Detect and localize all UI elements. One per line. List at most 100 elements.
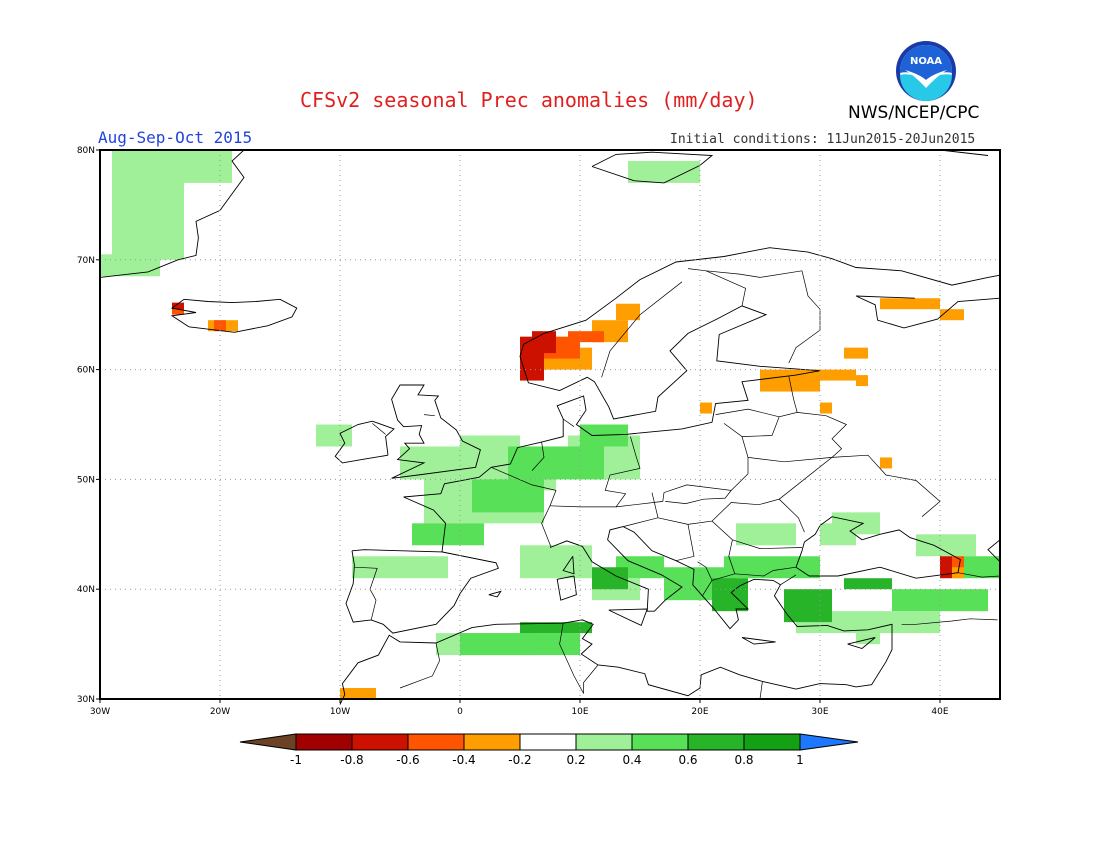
anomaly-cell (592, 567, 628, 590)
anomaly-cell (412, 523, 484, 546)
anomaly-cell (508, 446, 604, 480)
anomaly-cell (712, 578, 748, 612)
country-border (741, 376, 798, 437)
anomaly-cell (100, 254, 160, 277)
colorbar-box (519, 733, 577, 751)
lat-tick-label: 80N (77, 146, 95, 156)
anomaly-cell (916, 534, 976, 557)
map-title: CFSv2 seasonal Prec anomalies (mm/day) (300, 88, 758, 112)
coastline (562, 556, 575, 575)
anomaly-cell (940, 556, 952, 579)
anomaly-cells (100, 150, 1000, 699)
country-border (723, 423, 749, 491)
lon-tick-label: 10W (330, 707, 350, 717)
colorbar-label: 1 (796, 753, 804, 767)
anomaly-cell (616, 303, 640, 321)
country-border (675, 524, 695, 562)
anomaly-cell (952, 556, 964, 568)
lon-tick-label: 30W (90, 707, 110, 717)
country-border (778, 454, 941, 517)
anomaly-cell (880, 457, 892, 469)
coastline (339, 619, 797, 705)
coastline (391, 384, 481, 479)
country-border (491, 466, 557, 548)
country-border (562, 418, 575, 427)
colorbar: -1 -0.8 -0.6 -0.4 -0.2 0.2 0.4 0.6 0.8 1 (239, 733, 859, 767)
axis-ticks: 30W 20W 10W 0 10E 20E 30E 40E 30N 40N 50N 60N 70N 80N (77, 146, 949, 717)
country-border (399, 642, 440, 689)
lat-tick-label: 70N (77, 256, 95, 266)
country-border (601, 281, 683, 378)
anomaly-cell (856, 375, 868, 387)
colorbar-label: -0.8 (340, 753, 363, 767)
colorbar-box (631, 733, 689, 751)
coastline (987, 539, 1001, 563)
anomaly-cell (352, 556, 448, 579)
colorbar-box (351, 733, 409, 751)
country-border (705, 270, 746, 306)
country-border (697, 561, 713, 581)
anomaly-cell (856, 633, 880, 645)
country-border (759, 681, 763, 700)
coastline (556, 575, 577, 601)
country-border (531, 442, 545, 471)
coastline (741, 637, 776, 645)
country-border (780, 574, 797, 586)
anomaly-cell (844, 578, 892, 590)
anomaly-cell (784, 589, 832, 623)
colorbar-left-arrow (239, 733, 297, 751)
anomaly-cell (472, 479, 544, 513)
lon-tick-label: 10E (571, 707, 588, 717)
colorbar-box (407, 733, 465, 751)
anomaly-cell (340, 688, 376, 699)
country-border (732, 539, 803, 549)
lon-tick-label: 20E (691, 707, 708, 717)
coastline (170, 298, 298, 333)
coastline (334, 420, 395, 464)
colorbar-label: -0.4 (452, 753, 475, 767)
lat-tick-label: 50N (77, 475, 95, 485)
country-border (715, 408, 780, 418)
anomaly-cell (568, 331, 604, 343)
colorbar-box (463, 733, 521, 751)
anomaly-cell (736, 523, 796, 546)
colorbar-box (687, 733, 745, 751)
country-border (702, 520, 736, 596)
colorbar-label: 0.8 (734, 753, 753, 767)
anomaly-cell (700, 402, 712, 414)
anomaly-cell (460, 633, 580, 656)
country-border (734, 566, 797, 577)
lon-tick-label: 20W (210, 707, 230, 717)
country-border (583, 664, 599, 694)
coastline (99, 149, 245, 278)
country-border (559, 623, 584, 694)
colorbar-box (575, 733, 633, 751)
colorbar-label: 0.2 (566, 753, 585, 767)
lat-lon-grid (100, 150, 1000, 699)
noaa-logo-text: NOAA (910, 56, 942, 67)
country-border (549, 436, 641, 508)
anomaly-cell (940, 309, 964, 321)
coastline (608, 608, 648, 627)
colorbar-label: 0.4 (622, 753, 641, 767)
lon-tick-label: 40E (931, 707, 948, 717)
coastline (549, 526, 683, 612)
country-border (687, 268, 803, 278)
country-border (901, 618, 998, 625)
anomaly-cell (520, 545, 592, 579)
anomaly-cell (844, 347, 868, 359)
initial-conditions-label: Initial conditions: 11Jun2015-20Jun2015 (670, 132, 976, 147)
lon-tick-label: 0 (457, 707, 463, 717)
country-border (441, 551, 497, 564)
coastline (622, 526, 893, 690)
anomaly-cell (172, 302, 184, 310)
lat-tick-label: 60N (77, 366, 95, 376)
coastlines (99, 149, 1001, 705)
noaa-logo-icon: NOAA (896, 41, 956, 101)
colorbar-label: -0.2 (508, 753, 531, 767)
anomaly-cell (880, 298, 940, 310)
anomaly-cell (832, 512, 880, 535)
colorbar-right-arrow (799, 733, 859, 751)
country-border (615, 484, 732, 508)
